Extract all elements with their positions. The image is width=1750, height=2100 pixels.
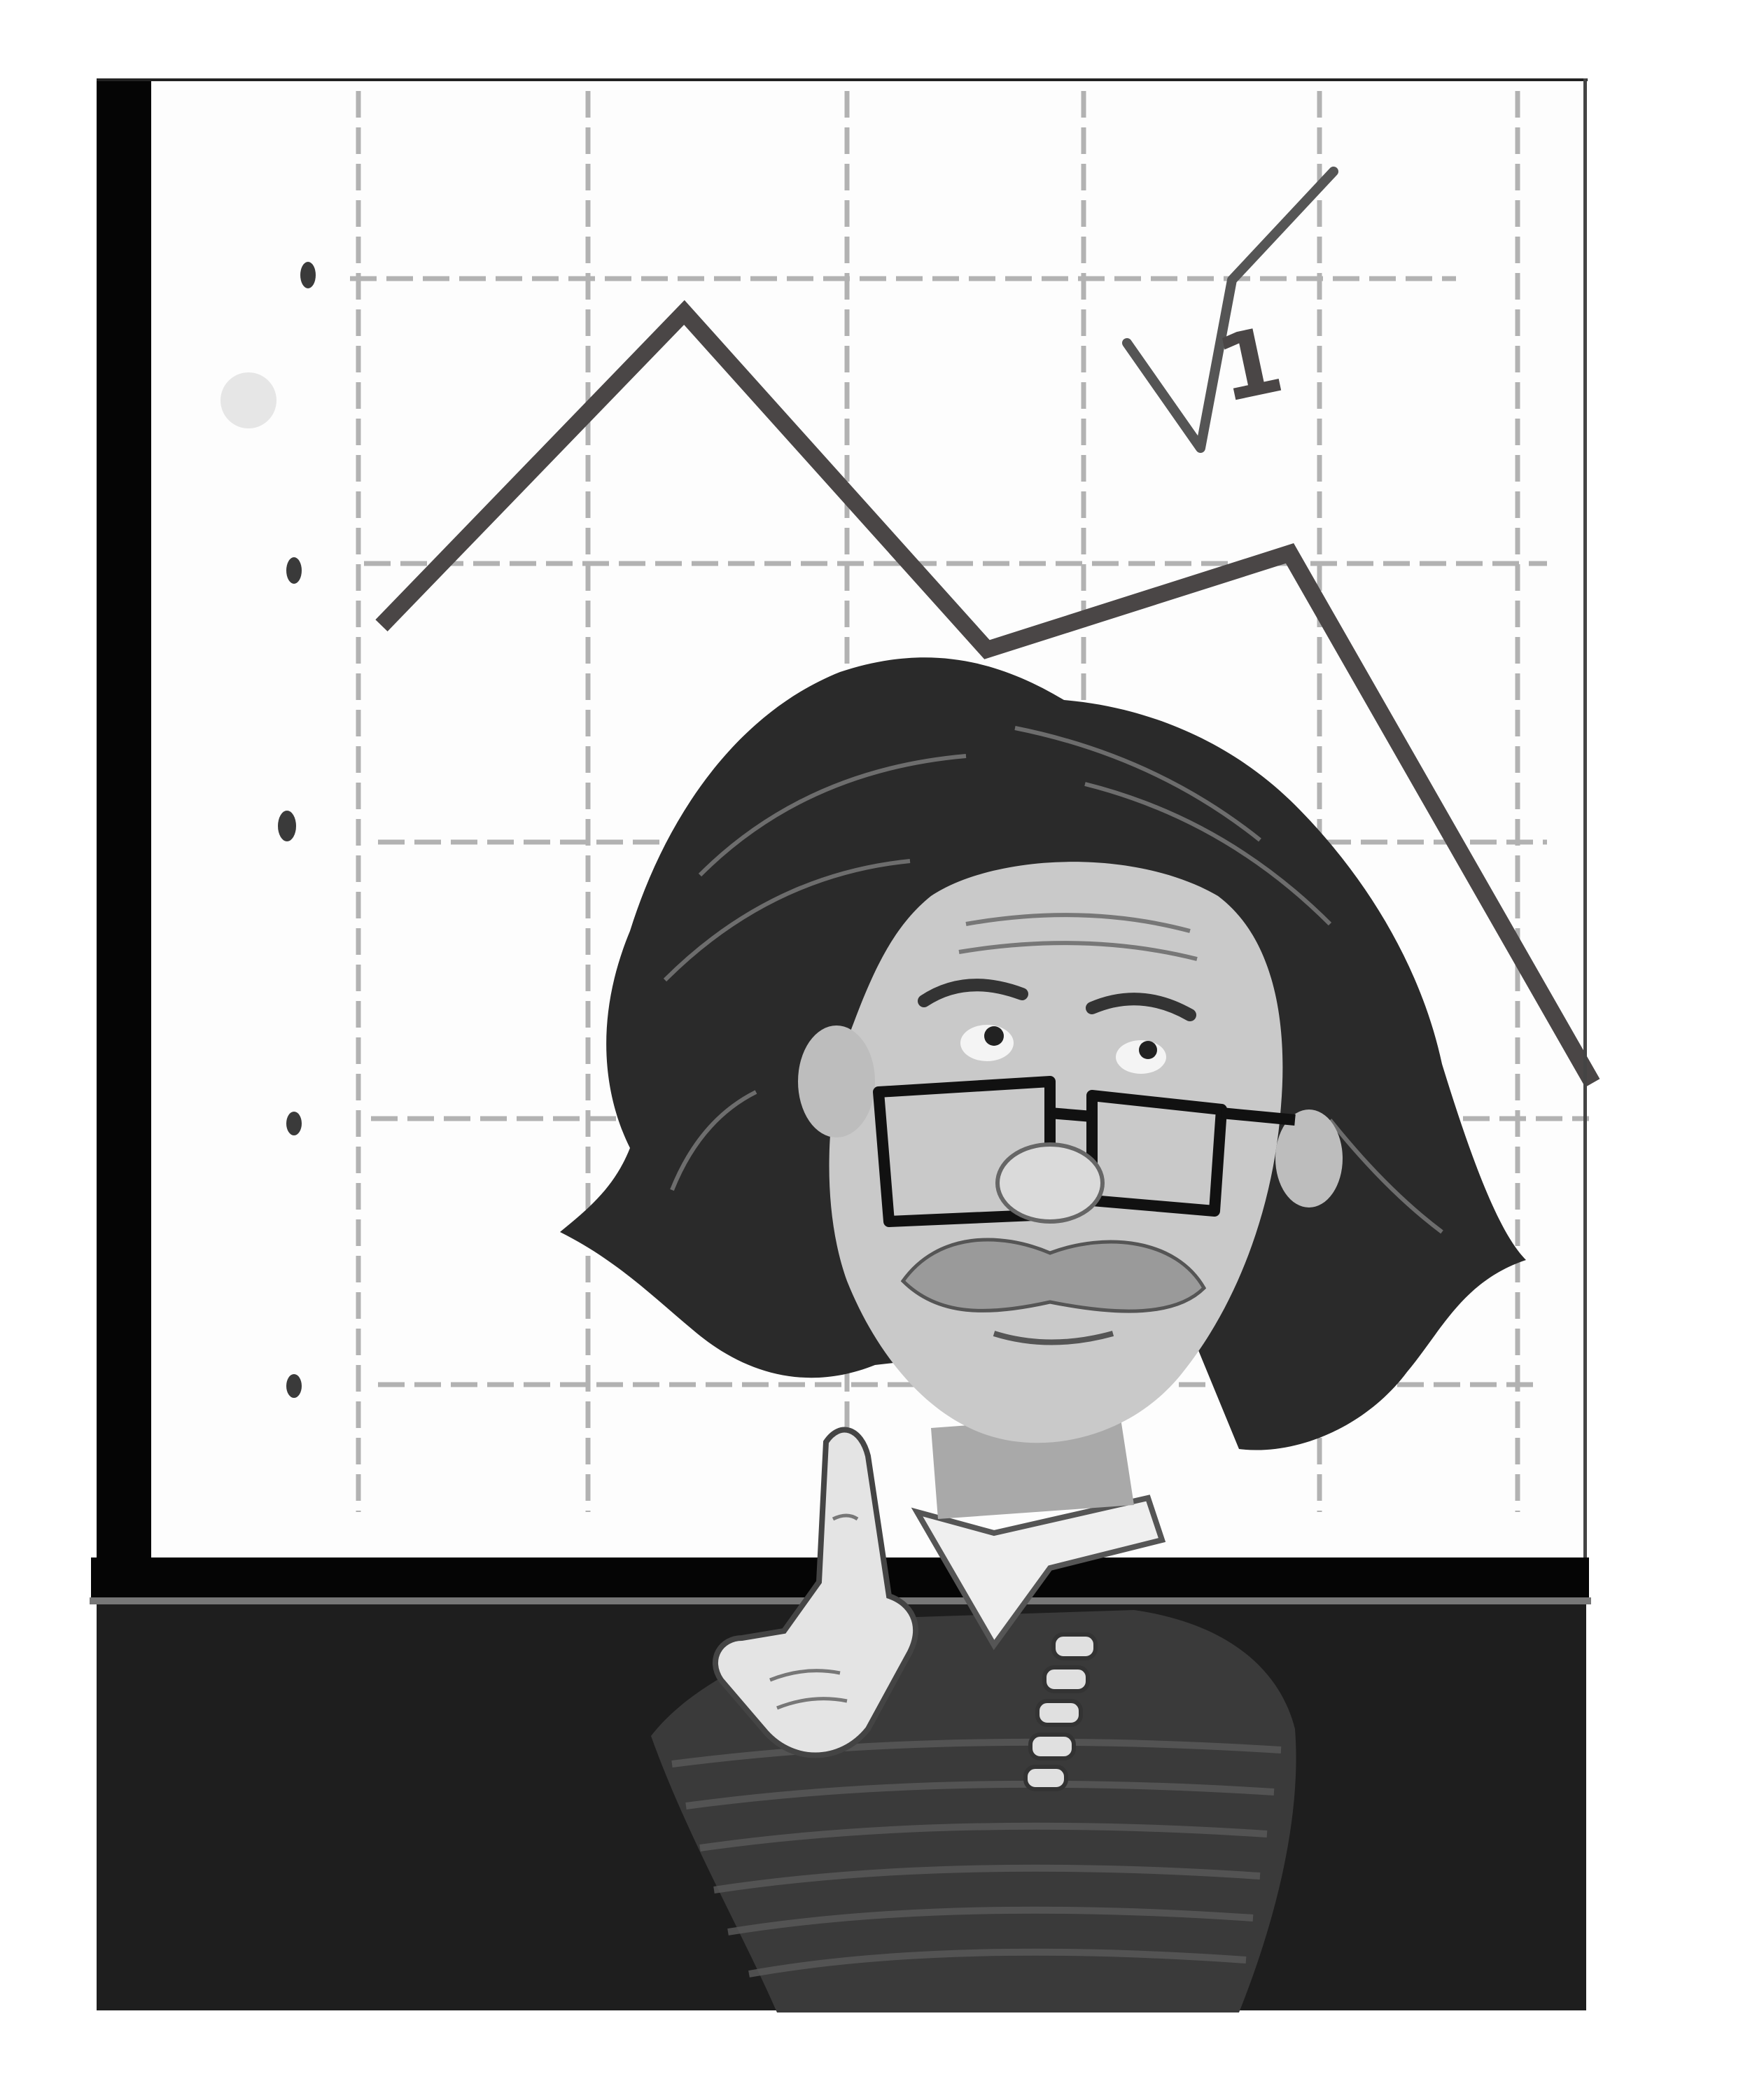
y-axis-ticks <box>278 262 316 1398</box>
right-eyebrow <box>1086 993 1196 1021</box>
hair-strands <box>663 726 1443 1234</box>
trend-chart <box>375 300 1600 1088</box>
frame-left-bar <box>97 80 151 1575</box>
radical-sign <box>1122 167 1338 453</box>
y-tick-dot <box>278 811 296 841</box>
right-pupil <box>1139 1041 1157 1059</box>
scientist-character <box>560 657 1526 2012</box>
y-tick-dot <box>286 1112 302 1135</box>
square-root-formula <box>1122 167 1338 453</box>
neck <box>931 1414 1134 1519</box>
right-ear <box>1275 1110 1343 1208</box>
left-eyebrow <box>918 979 1028 1007</box>
left-pupil <box>984 1026 1004 1046</box>
y-tick-dot <box>286 557 302 584</box>
frame-right-line <box>1583 78 1587 1562</box>
forehead-wrinkles <box>958 913 1198 961</box>
glasses-bridge <box>1049 1107 1093 1122</box>
moustache <box>900 1238 1207 1313</box>
sweater-stripes <box>671 1738 1282 1977</box>
finger-lines <box>769 1513 859 1710</box>
frame-top-line <box>97 78 1588 81</box>
mouth <box>993 1331 1114 1345</box>
sweater-buttons <box>1023 1632 1098 1791</box>
glasses-arm <box>1221 1107 1296 1126</box>
trend-line <box>375 300 1600 1088</box>
raised-hand <box>712 1427 919 1758</box>
faint-smudge <box>220 372 276 428</box>
nose <box>995 1142 1105 1224</box>
shirt-collar <box>911 1494 1166 1651</box>
left-ear <box>798 1026 875 1138</box>
y-tick-dot <box>300 262 316 288</box>
y-tick-dot <box>286 1374 302 1398</box>
